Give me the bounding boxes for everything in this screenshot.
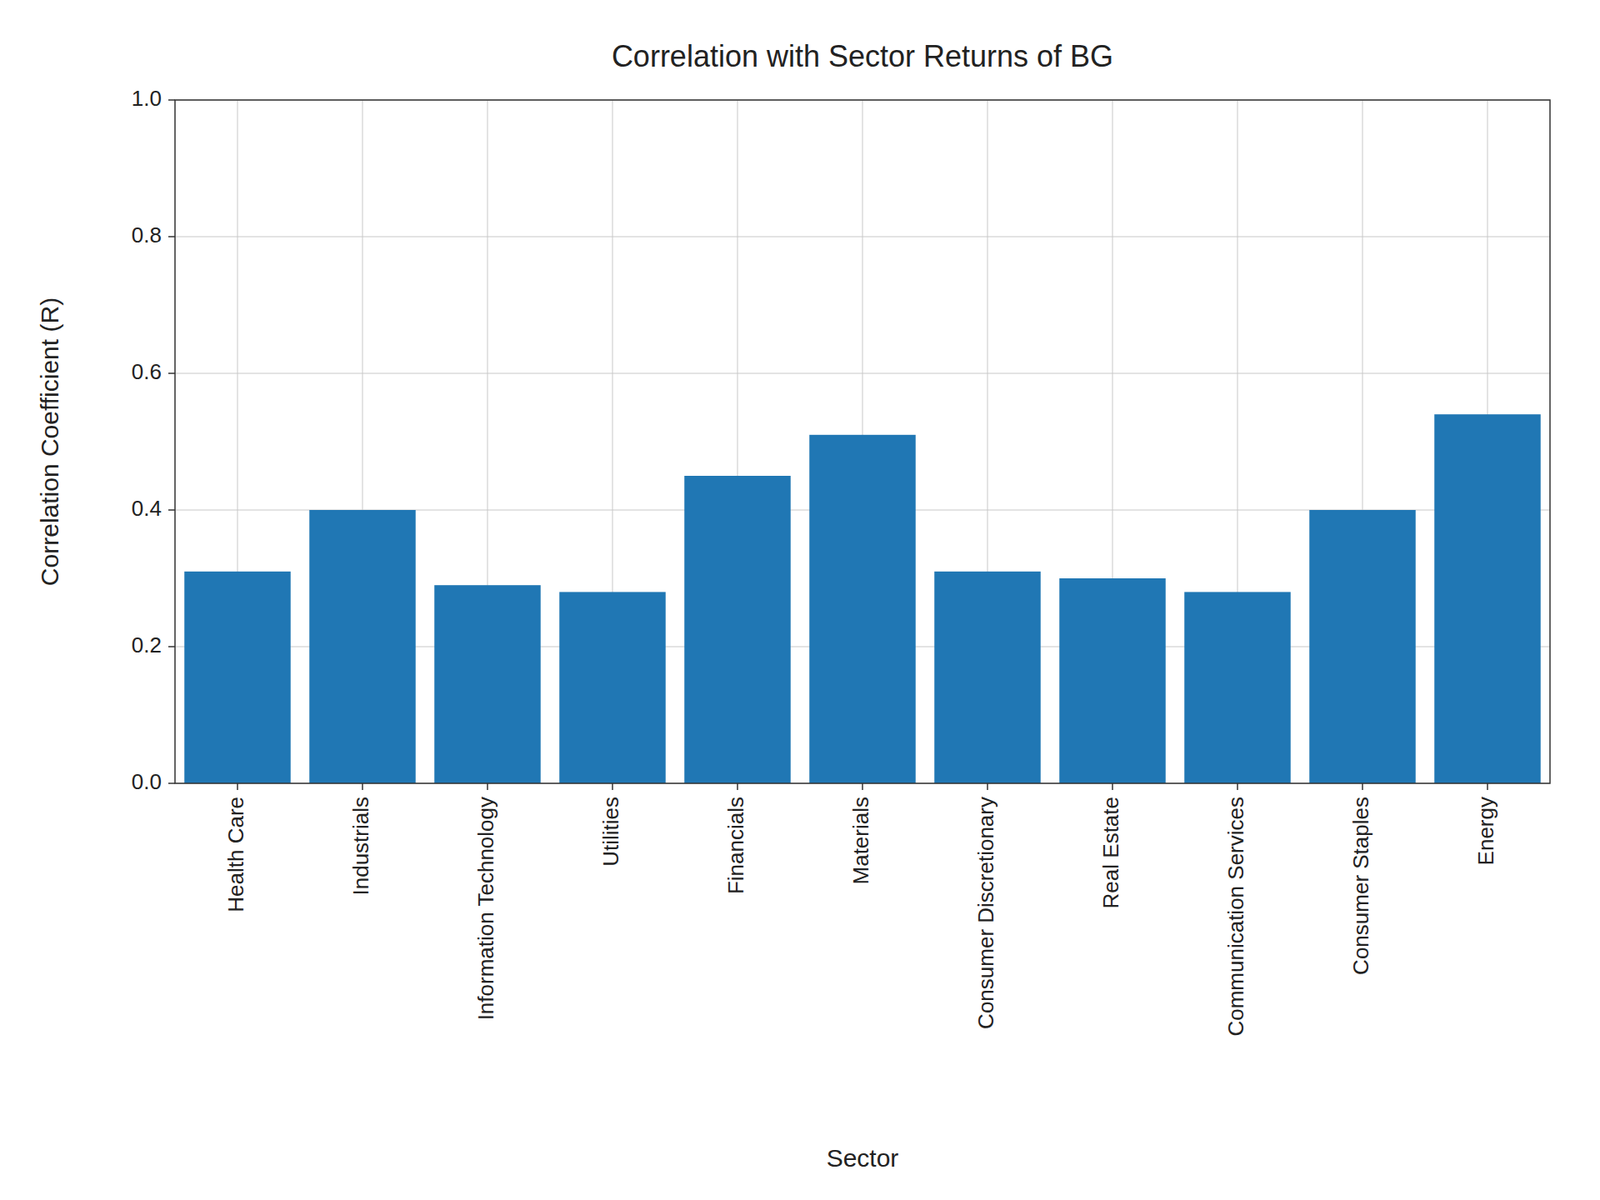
- tick-label: Consumer Staples: [1348, 796, 1374, 975]
- bar: [309, 510, 416, 784]
- bar: [809, 435, 916, 784]
- chart: 0.0 0.2 0.4 0.6 0.8 1.0 Health Care Industrials…: [0, 0, 1600, 1200]
- tick-label: Energy: [1473, 796, 1499, 865]
- tick-mark: [1111, 783, 1114, 790]
- tick-mark: [986, 783, 989, 790]
- bar: [684, 475, 791, 784]
- tick-label: 0.6: [131, 359, 162, 385]
- tick-label: 0.0: [131, 769, 162, 795]
- tick-label: Financials: [723, 796, 749, 895]
- tick-label: Real Estate: [1098, 796, 1124, 909]
- y-axis-label: Correlation Coefficient (R): [35, 297, 64, 586]
- tick-label: 0.4: [131, 495, 162, 521]
- axes: 0.0 0.2 0.4 0.6 0.8 1.0 Health Care Industrials…: [131, 85, 1499, 1037]
- tick-mark: [1486, 783, 1489, 790]
- tick-label: Consumer Discretionary: [973, 796, 999, 1030]
- tick-mark: [168, 509, 175, 511]
- tick-mark: [861, 783, 864, 790]
- grid: [175, 100, 1550, 784]
- x-axis-label: Sector: [826, 1144, 900, 1172]
- tick-mark: [168, 372, 175, 375]
- plot-area: [175, 100, 1550, 784]
- bars: [184, 414, 1541, 784]
- bar: [1309, 510, 1416, 784]
- title: Correlation with Sector Returns of BG: [611, 39, 1114, 74]
- bar: [1434, 414, 1541, 784]
- tick-mark: [1236, 783, 1239, 790]
- bar: [934, 571, 1041, 784]
- tick-mark: [168, 782, 175, 785]
- page: {"chart_data": {"type": "bar", "title": …: [0, 0, 1600, 1200]
- tick-label: 1.0: [131, 85, 162, 111]
- bar: [184, 571, 291, 784]
- tick-mark: [168, 99, 175, 101]
- tick-mark: [611, 783, 614, 790]
- tick-label: Industrials: [348, 796, 374, 896]
- plot-frame: [175, 100, 1550, 784]
- bar: [434, 585, 541, 784]
- tick-mark: [736, 783, 739, 790]
- tick-label: Utilities: [598, 796, 624, 867]
- tick-label: 0.2: [131, 632, 162, 658]
- tick-mark: [1361, 783, 1364, 790]
- bar: [1059, 578, 1166, 784]
- tick-label: Information Technology: [473, 796, 499, 1020]
- tick-mark: [361, 783, 364, 790]
- tick-mark: [236, 783, 239, 790]
- bar: [1184, 591, 1291, 784]
- tick-mark: [168, 645, 175, 648]
- tick-label: 0.8: [131, 222, 162, 248]
- tick-label: Materials: [848, 796, 874, 885]
- tick-mark: [486, 783, 489, 790]
- tick-label: Health Care: [223, 796, 249, 913]
- tick-label: Communication Services: [1223, 796, 1249, 1037]
- bar: [559, 591, 666, 784]
- tick-mark: [168, 235, 175, 238]
